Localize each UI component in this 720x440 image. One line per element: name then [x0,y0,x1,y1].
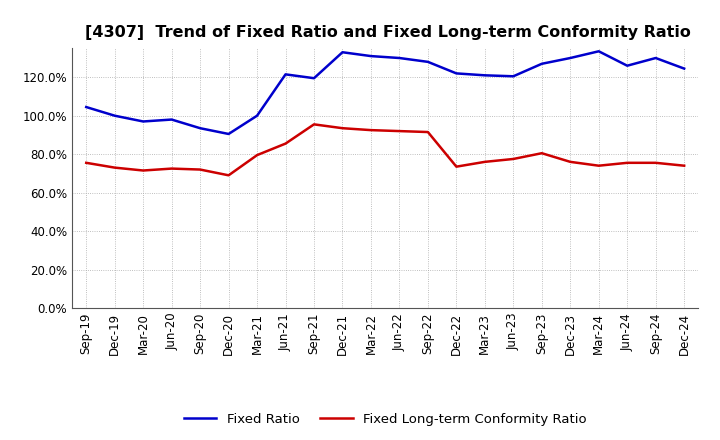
Fixed Long-term Conformity Ratio [623,160,631,165]
Fixed Ratio [253,113,261,118]
Fixed Long-term Conformity Ratio [366,128,375,133]
Text: [4307]  Trend of Fixed Ratio and Fixed Long-term Conformity Ratio: [4307] Trend of Fixed Ratio and Fixed Lo… [84,25,690,40]
Fixed Long-term Conformity Ratio [680,163,688,169]
Fixed Ratio [82,104,91,110]
Fixed Ratio [566,55,575,61]
Fixed Long-term Conformity Ratio [167,166,176,171]
Fixed Long-term Conformity Ratio [139,168,148,173]
Fixed Long-term Conformity Ratio [253,153,261,158]
Fixed Ratio [537,61,546,66]
Fixed Ratio [652,55,660,61]
Fixed Long-term Conformity Ratio [196,167,204,172]
Fixed Long-term Conformity Ratio [225,172,233,178]
Fixed Ratio [623,63,631,68]
Fixed Ratio [480,73,489,78]
Fixed Long-term Conformity Ratio [110,165,119,170]
Fixed Long-term Conformity Ratio [595,163,603,169]
Fixed Ratio [310,76,318,81]
Fixed Long-term Conformity Ratio [537,150,546,156]
Fixed Long-term Conformity Ratio [310,122,318,127]
Fixed Ratio [395,55,404,61]
Fixed Ratio [225,131,233,136]
Fixed Long-term Conformity Ratio [338,125,347,131]
Fixed Long-term Conformity Ratio [423,129,432,135]
Fixed Ratio [338,50,347,55]
Fixed Long-term Conformity Ratio [395,128,404,134]
Line: Fixed Long-term Conformity Ratio: Fixed Long-term Conformity Ratio [86,125,684,175]
Fixed Long-term Conformity Ratio [282,141,290,146]
Fixed Ratio [509,73,518,79]
Line: Fixed Ratio: Fixed Ratio [86,51,684,134]
Fixed Ratio [680,66,688,71]
Fixed Long-term Conformity Ratio [82,160,91,165]
Fixed Ratio [167,117,176,122]
Fixed Ratio [366,53,375,59]
Fixed Long-term Conformity Ratio [452,164,461,169]
Fixed Ratio [282,72,290,77]
Fixed Ratio [110,113,119,118]
Fixed Ratio [423,59,432,65]
Fixed Ratio [595,49,603,54]
Fixed Long-term Conformity Ratio [652,160,660,165]
Fixed Long-term Conformity Ratio [480,159,489,165]
Fixed Long-term Conformity Ratio [509,156,518,161]
Legend: Fixed Ratio, Fixed Long-term Conformity Ratio: Fixed Ratio, Fixed Long-term Conformity … [179,407,592,431]
Fixed Ratio [139,119,148,124]
Fixed Long-term Conformity Ratio [566,159,575,165]
Fixed Ratio [196,125,204,131]
Fixed Ratio [452,71,461,76]
